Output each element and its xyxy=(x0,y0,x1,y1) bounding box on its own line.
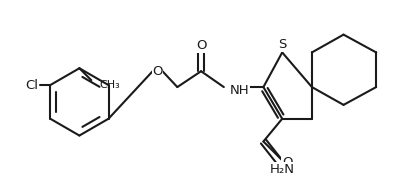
Text: S: S xyxy=(278,38,286,51)
Text: CH₃: CH₃ xyxy=(99,80,120,90)
Text: O: O xyxy=(152,65,163,78)
Text: Cl: Cl xyxy=(25,79,38,92)
Text: O: O xyxy=(196,39,206,52)
Text: O: O xyxy=(282,156,292,169)
Text: H₂N: H₂N xyxy=(270,163,295,176)
Text: NH: NH xyxy=(230,84,249,96)
